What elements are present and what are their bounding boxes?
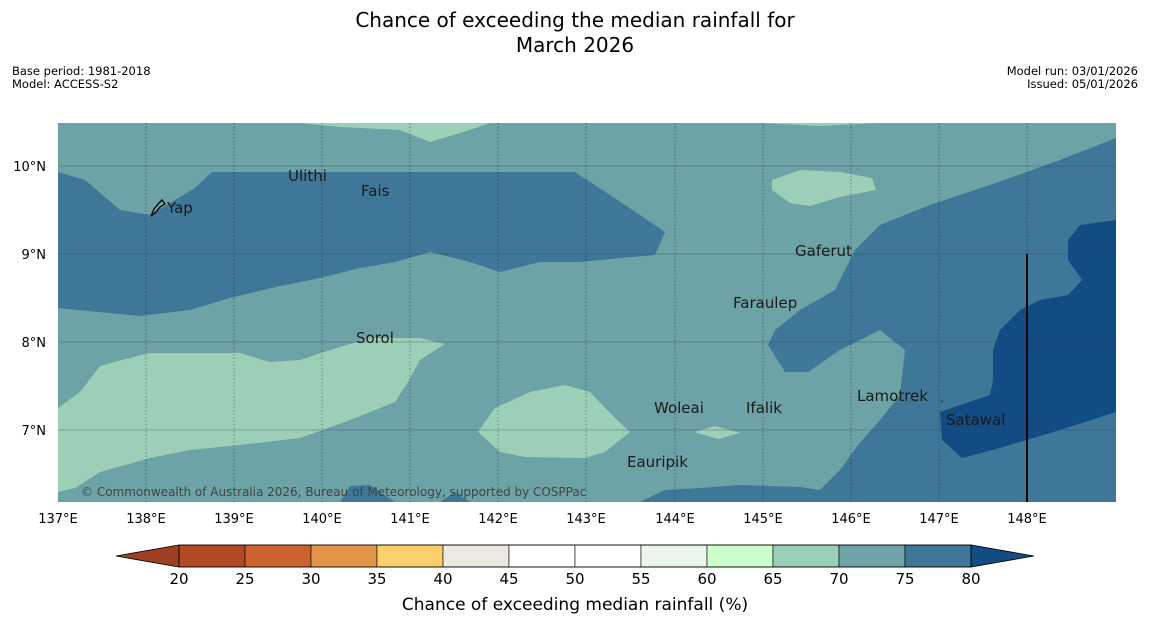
colorbar-ticks: 20 25 30 35 40 45 50 55 60 65 70 75 80: [169, 570, 980, 588]
place-yap: Yap: [166, 199, 193, 217]
colorbar-frame: [178, 544, 972, 568]
region-65-70-top-right: [760, 123, 880, 126]
lon-label-141: 141°E: [390, 512, 430, 527]
metadata-right: Model run: 03/01/2026 Issued: 05/01/2026: [1007, 65, 1138, 91]
region-75-80-north-band: [58, 172, 665, 316]
colorbar-tick-label: 35: [367, 570, 386, 588]
lon-label-146: 146°E: [831, 512, 871, 527]
title-line-1: Chance of exceeding the median rainfall …: [355, 8, 795, 32]
model-name: Model: ACCESS-S2: [12, 77, 119, 91]
lon-label-145: 145°E: [743, 512, 783, 527]
place-fais: Fais: [361, 182, 390, 200]
place-faraulep: Faraulep: [733, 294, 797, 312]
region-65-70-central-south: [478, 385, 630, 458]
map-area: Yap Ulithi Fais Gaferut Faraulep Sorol W…: [58, 123, 1116, 502]
colorbar-tick-label: 55: [631, 570, 650, 588]
colorbar-segment: [640, 544, 708, 568]
lon-label-148: 148°E: [1007, 512, 1047, 527]
yap-island-outline: [150, 199, 166, 217]
place-ifalik: Ifalik: [746, 399, 782, 417]
colorbar-tick-label: 60: [697, 570, 716, 588]
colorbar-tick-label: 65: [763, 570, 782, 588]
colorbar-segment: [706, 544, 774, 568]
place-ulithi: Ulithi: [288, 167, 327, 185]
colorbar-tick-label: 25: [235, 570, 254, 588]
place-woleai: Woleai: [654, 399, 704, 417]
colorbar-tick-label: 70: [829, 570, 848, 588]
region-65-70-top-strip: [300, 123, 490, 142]
model-run: Model run: 03/01/2026: [1006, 64, 1138, 78]
title-line-2: March 2026: [515, 33, 635, 57]
place-labels: Yap Ulithi Fais Gaferut Faraulep Sorol W…: [166, 167, 1005, 471]
copyright-text: © Commonwealth of Australia 2026, Bureau…: [81, 485, 586, 499]
colorbar-segment: [310, 544, 378, 568]
map-title: Chance of exceeding the median rainfall …: [0, 8, 1150, 58]
colorbar-tick-label: 30: [301, 570, 320, 588]
colorbar-segment: [376, 544, 444, 568]
lon-label-140: 140°E: [302, 512, 342, 527]
lat-label-10: 10°N: [13, 160, 46, 175]
colorbar-tick-label: 45: [499, 570, 518, 588]
region-65-70-southwest: [58, 338, 445, 492]
colorbar-segment: [178, 544, 246, 568]
colorbar-segment: [508, 544, 576, 568]
colorbar-segment: [244, 544, 312, 568]
colorbar-label: Chance of exceeding median rainfall (%): [402, 595, 748, 615]
place-gaferut: Gaferut: [795, 242, 852, 260]
colorbar-tick-label: 50: [565, 570, 584, 588]
colorbar-tick-label: 40: [433, 570, 452, 588]
colorbar-segments: [178, 544, 972, 568]
colorbar-over-arrow: [970, 544, 1035, 568]
base-period: Base period: 1981-2018: [12, 64, 151, 78]
lon-label-138: 138°E: [126, 512, 166, 527]
lon-label-137: 137°E: [38, 512, 78, 527]
colorbar-segment: [574, 544, 642, 568]
lon-label-139: 139°E: [214, 512, 254, 527]
lat-label-7: 7°N: [22, 424, 47, 439]
region-65-70-small: [694, 426, 740, 439]
colorbar-tick-label: 20: [169, 570, 188, 588]
colorbar-segment: [772, 544, 840, 568]
colorbar-tick-label: 80: [961, 570, 980, 588]
region-75-80-sw-spot: [340, 485, 395, 502]
region-65-70-ne-blob: [772, 170, 876, 206]
place-satawal: Satawal: [946, 411, 1005, 429]
place-eauripik: Eauripik: [627, 453, 688, 471]
lon-label-144: 144°E: [655, 512, 695, 527]
place-lamotrek: Lamotrek: [857, 387, 928, 405]
colorbar-segment: [838, 544, 906, 568]
island-dot: .: [940, 391, 944, 405]
colorbar-under-arrow: [115, 544, 180, 568]
colorbar-segment: [442, 544, 510, 568]
lon-label-147: 147°E: [919, 512, 959, 527]
latitude-labels: 10°N 9°N 8°N 7°N: [13, 160, 46, 439]
colorbar-segment: [904, 544, 972, 568]
place-sorol: Sorol: [356, 329, 394, 347]
colorbar-tick-label: 75: [895, 570, 914, 588]
lat-label-8: 8°N: [22, 336, 47, 351]
region-75-80-sw-spot-2: [440, 492, 470, 502]
lon-label-143: 143°E: [566, 512, 606, 527]
colorbar: 20 25 30 35 40 45 50 55 60 65 70 75 80 Chance of exc…: [115, 544, 1035, 615]
issued-date: Issued: 05/01/2026: [1027, 77, 1138, 91]
lon-label-142: 142°E: [478, 512, 518, 527]
lat-label-9: 9°N: [22, 248, 47, 263]
metadata-left: Base period: 1981-2018 Model: ACCESS-S2: [12, 65, 151, 91]
longitude-labels: 137°E 138°E 139°E 140°E 141°E 142°E 143°…: [38, 512, 1047, 527]
